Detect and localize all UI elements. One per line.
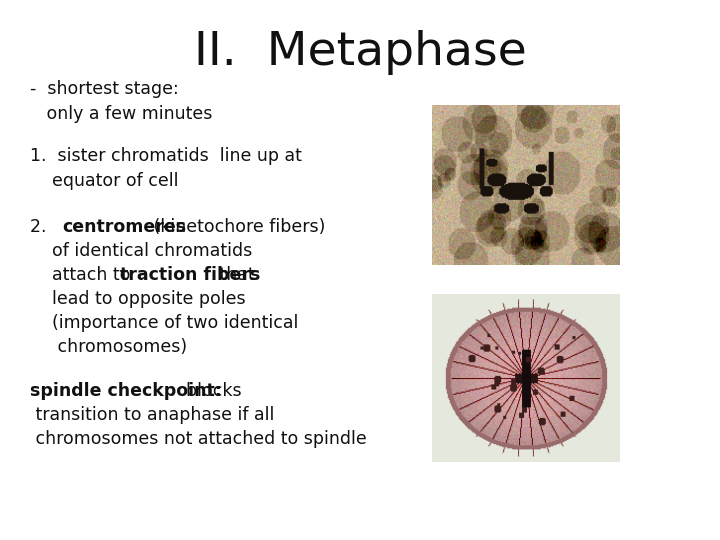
Text: that: that: [214, 266, 255, 284]
Text: II.  Metaphase: II. Metaphase: [194, 30, 526, 75]
Text: of identical chromatids: of identical chromatids: [30, 242, 252, 260]
Text: 2.: 2.: [30, 218, 58, 236]
Text: lead to opposite poles: lead to opposite poles: [30, 290, 246, 308]
Text: only a few minutes: only a few minutes: [30, 105, 212, 123]
Text: attach to: attach to: [30, 266, 136, 284]
Text: equator of cell: equator of cell: [30, 172, 179, 190]
Text: traction fibers: traction fibers: [120, 266, 261, 284]
Text: centromeres: centromeres: [62, 218, 186, 236]
Text: 1.  sister chromatids  line up at: 1. sister chromatids line up at: [30, 147, 302, 165]
Text: spindle checkpoint:: spindle checkpoint:: [30, 382, 222, 400]
Text: blocks: blocks: [175, 382, 242, 400]
Text: transition to anaphase if all: transition to anaphase if all: [30, 406, 274, 424]
Text: (importance of two identical: (importance of two identical: [30, 314, 298, 332]
Text: chromosomes not attached to spindle: chromosomes not attached to spindle: [30, 430, 366, 448]
Text: (kinetochore fibers): (kinetochore fibers): [148, 218, 325, 236]
Text: -  shortest stage:: - shortest stage:: [30, 80, 179, 98]
Text: chromosomes): chromosomes): [30, 338, 187, 356]
